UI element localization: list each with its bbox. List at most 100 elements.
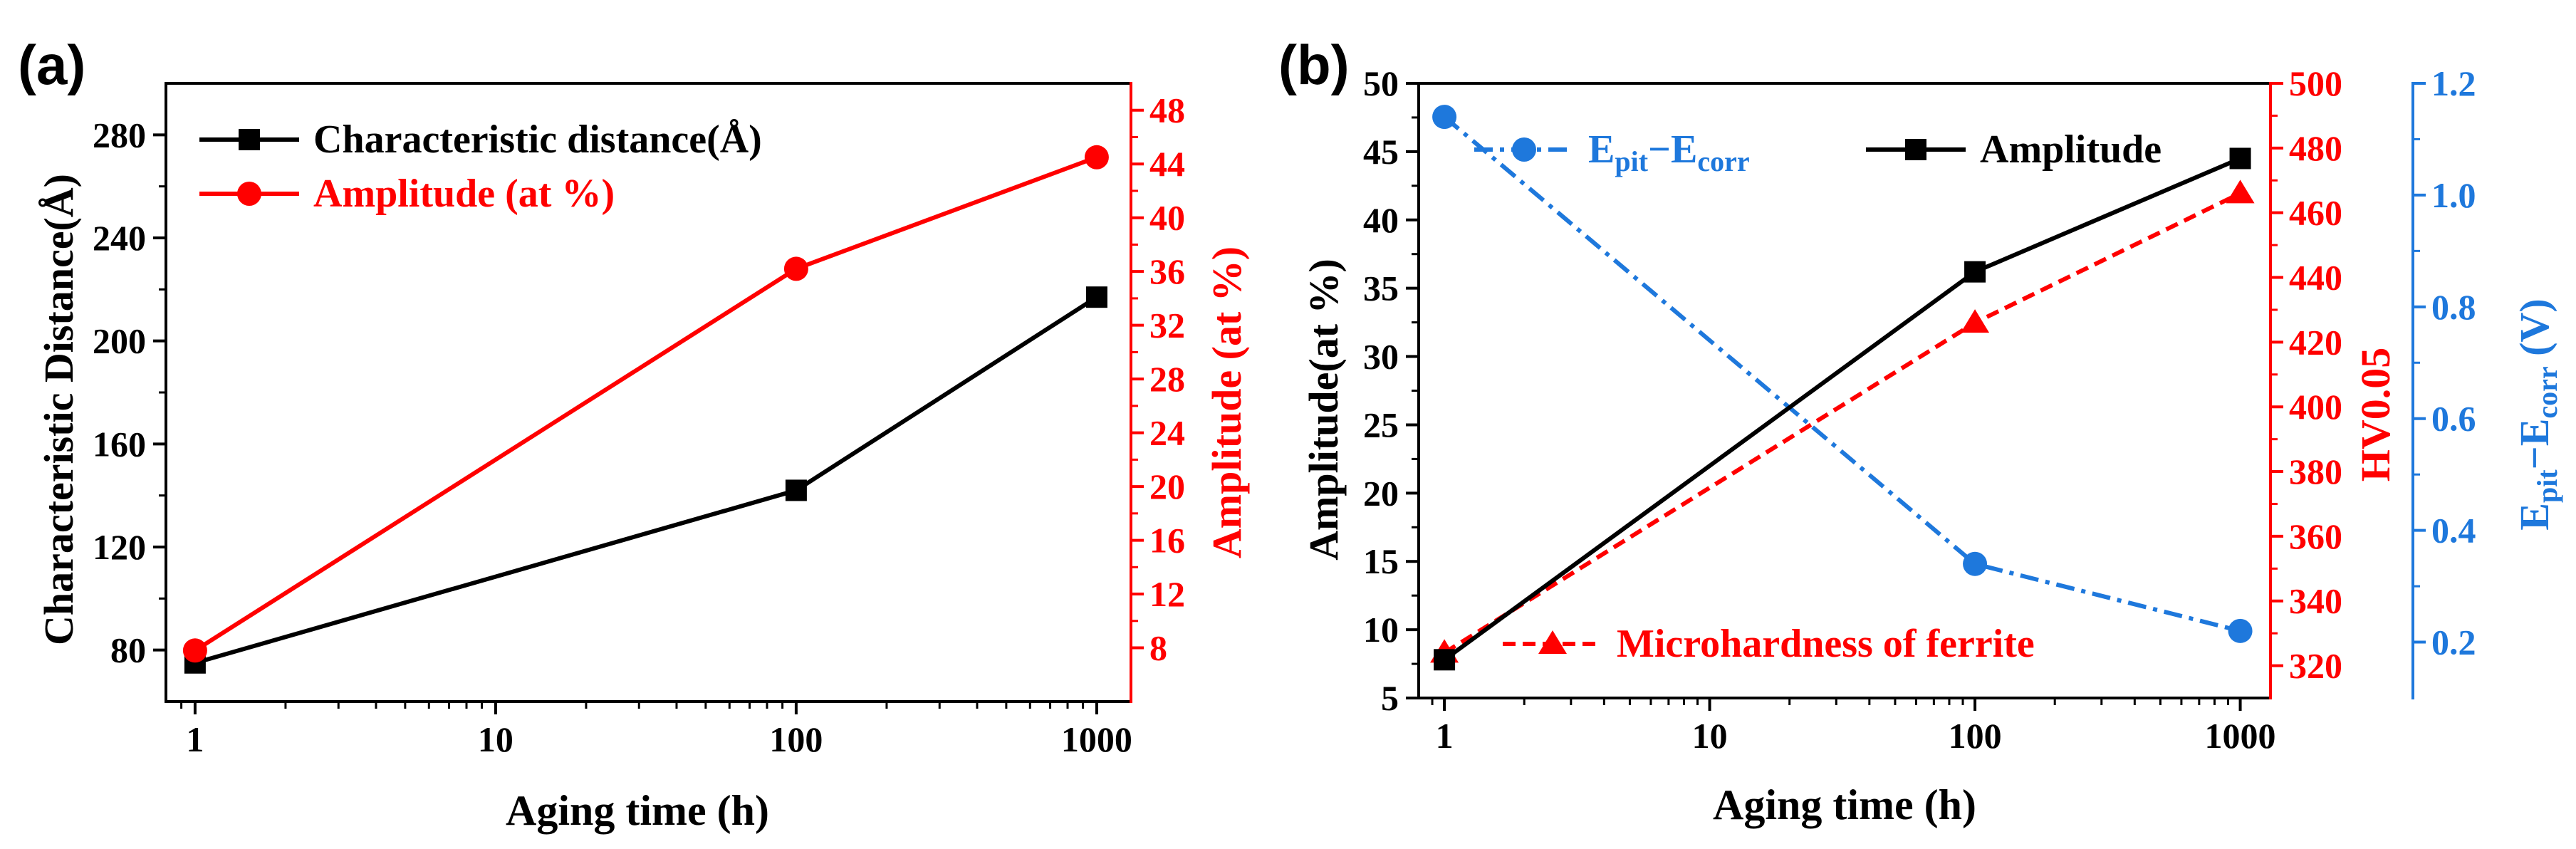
- right-y-tick-label: 20: [1149, 467, 1185, 506]
- data-point-1-2: [2226, 179, 2255, 204]
- x-tick-label: 100: [769, 719, 823, 759]
- y-tick-label: 20: [1363, 473, 1399, 513]
- x-tick-label: 1: [1436, 716, 1454, 756]
- panel-b-right-axis-label: HV0.05: [2352, 348, 2399, 482]
- right-y-tick-label: 460: [2289, 193, 2342, 233]
- data-point-1-0: [182, 638, 207, 663]
- r2-main: E: [2511, 503, 2557, 531]
- series-line-0: [1443, 156, 2241, 662]
- data-point-0-1: [785, 479, 807, 501]
- legend-marker: [1538, 630, 1567, 654]
- data-point-1-1: [783, 256, 808, 281]
- right-y-tick-label: 32: [1149, 306, 1185, 345]
- legend-label-epit: Epit−Ecorr: [1588, 127, 1750, 177]
- right-y-tick-label: 1.0: [2431, 175, 2476, 215]
- right-y-tick-label: 320: [2289, 646, 2342, 686]
- panel-b-label: (b): [1278, 33, 1350, 96]
- data-point-0-2: [2229, 147, 2251, 170]
- r2-mid: −E: [2511, 419, 2557, 470]
- right-y-tick-label: 36: [1149, 251, 1185, 291]
- r2-sub2: corr: [2531, 366, 2563, 418]
- right-y-tick-label: 48: [1149, 90, 1185, 130]
- right-y-tick-label: 1.2: [2431, 63, 2476, 103]
- legend-label-sub2: corr: [1697, 145, 1749, 177]
- right-y-tick-label: 380: [2289, 452, 2342, 491]
- data-point-2-2: [2228, 618, 2253, 643]
- y-tick-label: 10: [1363, 610, 1399, 650]
- r2-sub1: pit: [2531, 469, 2563, 503]
- legend-label: Amplitude (at %): [313, 172, 615, 216]
- right-y-tick-label: 12: [1149, 574, 1185, 614]
- data-point-1-2: [1084, 145, 1109, 170]
- y-tick-label: 160: [93, 424, 146, 464]
- right-y-tick-label: 8: [1149, 628, 1167, 668]
- x-tick-label: 10: [478, 719, 513, 759]
- panel-b-y-axis-label: Amplitude(at %): [1300, 259, 1347, 561]
- data-point-2-1: [1963, 551, 1988, 576]
- legend-label-main: E: [1588, 127, 1615, 172]
- right-y-tick-label: 16: [1149, 521, 1185, 561]
- legend-marker: [1512, 137, 1536, 162]
- series-line-1: [194, 155, 1097, 652]
- panel-a-y-axis-label: Characteristic Distance(Å): [36, 174, 82, 645]
- right-y-tick-label: 0.4: [2431, 511, 2476, 551]
- panel-a-axes: 1 10 100 1000 80 120 160 200 240 280 8 12 16 20 24 28 32…: [93, 82, 1185, 759]
- y-tick-label: 40: [1363, 200, 1399, 240]
- right-y-tick-label: 0.6: [2431, 399, 2476, 439]
- right-y-tick-label: 400: [2289, 387, 2342, 427]
- data-point-0-2: [1085, 286, 1107, 308]
- x-tick-label: 1000: [2205, 716, 2276, 756]
- right-y-tick-label: 44: [1149, 144, 1185, 184]
- right-y-tick-label: 440: [2289, 258, 2342, 298]
- series-line-2: [1443, 115, 2241, 633]
- right-y-tick-label: 420: [2289, 322, 2342, 362]
- y-tick-label: 80: [110, 630, 146, 670]
- right-y-tick-label: 500: [2289, 63, 2342, 103]
- panel-a-right-axis-label: Amplitude (at %): [1204, 246, 1250, 558]
- panel-b-axes: 1 10 100 1000 5 10 15 20 25 30 35 40 45 50 320 340 360 38…: [1363, 63, 2476, 756]
- r2-tail: (V): [2511, 298, 2557, 366]
- panel-a-x-axis-label: Aging time (h): [506, 787, 769, 834]
- x-tick-label: 10: [1692, 716, 1728, 756]
- legend-label: Characteristic distance(Å): [313, 118, 762, 162]
- right-y-tick-label: 340: [2289, 581, 2342, 621]
- data-point-0-1: [1964, 261, 1986, 283]
- y-tick-label: 240: [93, 218, 146, 258]
- panel-b-legend: Epit−Ecorr Amplitude Microhardness of ferr…: [1474, 127, 2162, 666]
- panel-a-series: [182, 145, 1109, 674]
- panel-b-series: [1430, 105, 2255, 671]
- panel-b-right2-axis-label: Epit−Ecorr (V): [2511, 298, 2563, 530]
- legend-label: Microhardness of ferrite: [1617, 622, 2035, 666]
- y-tick-label: 280: [93, 115, 146, 155]
- data-point-1-1: [1961, 309, 1990, 333]
- right-y-tick-label: 28: [1149, 359, 1185, 399]
- y-tick-label: 120: [93, 527, 146, 567]
- y-tick-label: 25: [1363, 405, 1399, 444]
- right-y-tick-label: 480: [2289, 128, 2342, 168]
- legend-label-sub1: pit: [1615, 145, 1648, 177]
- right-y-tick-label: 40: [1149, 198, 1185, 238]
- panel-a-legend: Characteristic distance(Å) Amplitude (at …: [199, 118, 762, 216]
- y-tick-label: 15: [1363, 541, 1399, 581]
- x-tick-label: 100: [1949, 716, 2002, 756]
- legend-marker: [237, 182, 261, 206]
- y-tick-label: 50: [1363, 63, 1399, 103]
- right-y-tick-label: 0.8: [2431, 287, 2476, 327]
- legend-marker: [1905, 139, 1926, 160]
- x-tick-label: 1000: [1061, 719, 1132, 759]
- legend-label-mid: −E: [1648, 127, 1697, 172]
- y-tick-label: 200: [93, 321, 146, 361]
- y-tick-label: 30: [1363, 337, 1399, 377]
- right-y-tick-label: 0.2: [2431, 623, 2476, 662]
- x-tick-label: 1: [186, 719, 204, 759]
- panel-b-x-axis-label: Aging time (h): [1713, 781, 1976, 828]
- right-y-tick-label: 360: [2289, 516, 2342, 556]
- data-point-0-0: [1434, 649, 1456, 671]
- right-y-tick-label: 24: [1149, 413, 1185, 453]
- series-line-0: [194, 295, 1098, 665]
- data-point-2-0: [1432, 105, 1457, 130]
- panel-a-label: (a): [18, 33, 85, 96]
- series-line-1: [1443, 191, 2241, 655]
- legend-label: Amplitude: [1980, 127, 2162, 172]
